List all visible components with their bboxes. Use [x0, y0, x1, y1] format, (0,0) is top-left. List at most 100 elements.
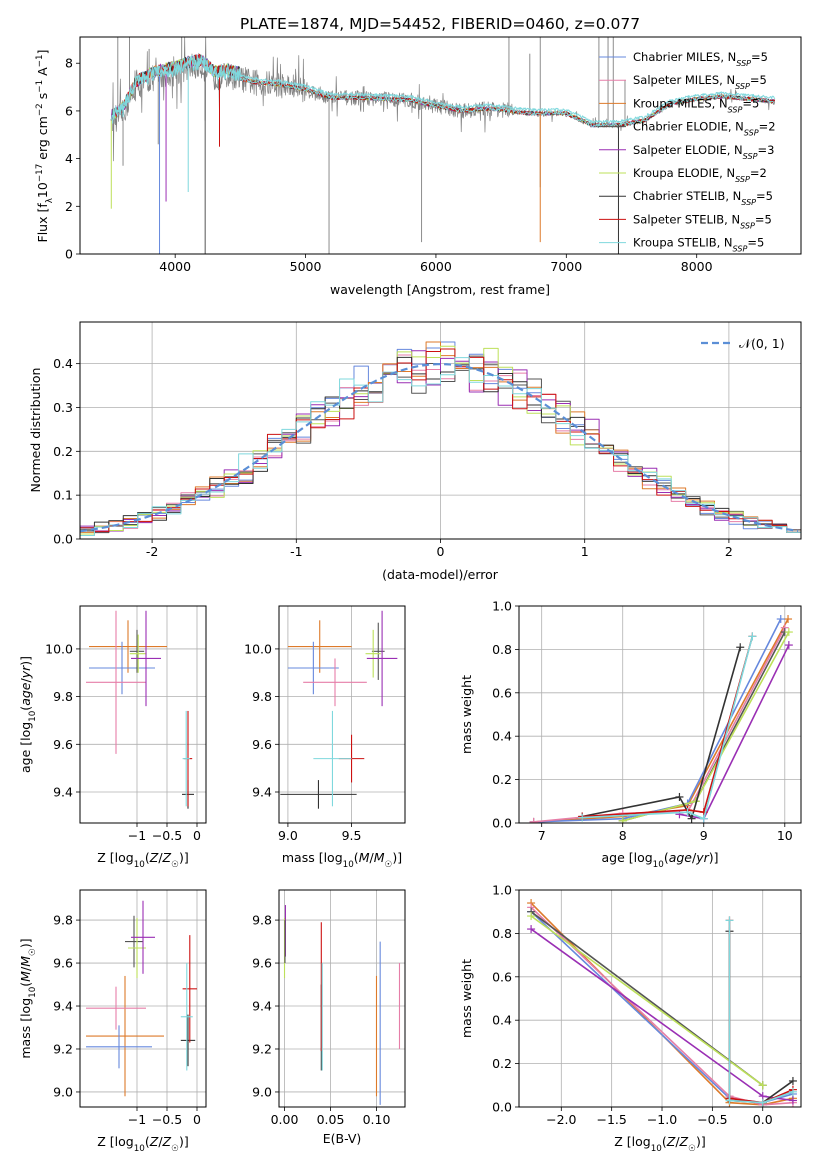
- plot-area: [529, 615, 793, 823]
- y-tick-label: 0.4: [53, 356, 73, 371]
- plot-area: [86, 900, 197, 1097]
- series-marker: [748, 632, 757, 641]
- series-marker: [529, 817, 538, 823]
- y-tick-label: 10.0: [45, 641, 73, 656]
- series-marker: [527, 912, 536, 921]
- series-marker: [788, 1076, 797, 1085]
- y-tick-label: 9.8: [53, 689, 73, 704]
- axes-frame: [278, 889, 406, 1108]
- y-tick-label: 6: [65, 103, 73, 118]
- series-line: [533, 618, 782, 823]
- series-line: [582, 636, 754, 818]
- axes-frame: [79, 889, 207, 1108]
- series-line: [622, 631, 790, 822]
- series-marker: [758, 1081, 767, 1090]
- x-tick-label: -1: [290, 544, 302, 559]
- y-tick-label: 0.0: [492, 816, 512, 831]
- histogram-step: [80, 348, 801, 533]
- x-tick-label: 9.5: [342, 828, 362, 843]
- y-tick-label: 0.2: [492, 1056, 512, 1071]
- x-tick-label: 1: [581, 544, 589, 559]
- axes: 9.0 9.5 9.4 9.6 9.8 10.0 mass [log10(M/M☉)]: [244, 605, 406, 870]
- x-tick-label: −0.5: [152, 828, 182, 843]
- y-tick-label: 2: [65, 199, 73, 214]
- x-axis-label: Z [log10(Z/Z☉)]: [97, 1134, 189, 1154]
- chart-mass-weight-vs-age: 7 8 9 10 0.0 0.2 0.4 0.6 0.8 1.0 age [log10(age/yr…: [459, 599, 802, 870]
- x-tick-label: 9.0: [278, 828, 298, 843]
- x-axis-label: wavelength [Angstrom, rest frame]: [330, 282, 550, 297]
- x-tick-label: 7000: [550, 259, 582, 274]
- axes: −1 −0.5 0 9.4 9.6 9.8 10.0 Z [log10(Z/Z☉)] age […: [18, 605, 207, 870]
- y-tick-label: 0.6: [492, 685, 512, 700]
- axes-frame: [278, 605, 406, 824]
- y-tick-label: 9.8: [252, 913, 272, 928]
- series-marker: [699, 814, 708, 823]
- series-marker: [788, 1096, 797, 1105]
- axes-frame: [79, 36, 802, 255]
- chart-mass-vs-EBV: 0.00 0.05 0.10 9.0 9.2 9.4 9.6 9.8 E(B-V): [252, 889, 406, 1146]
- x-tick-label: 5000: [290, 259, 322, 274]
- axes-frame: [518, 889, 802, 1108]
- y-tick-label: 0: [65, 247, 73, 262]
- series-line: [728, 920, 794, 1104]
- y-tick-label: 9.4: [53, 785, 73, 800]
- plot-area: [527, 899, 797, 1107]
- series-marker: [725, 1096, 734, 1105]
- x-axis-label: age [log10(age/yr)]: [601, 850, 718, 870]
- x-tick-label: 0.10: [363, 1112, 391, 1127]
- y-tick-label: 9.6: [252, 737, 272, 752]
- chart-age-vs-Z: −1 −0.5 0 9.4 9.6 9.8 10.0 Z [log10(Z/Z☉)] age […: [18, 605, 207, 870]
- x-tick-label: 8000: [681, 259, 713, 274]
- x-axis-label: Z [log10(Z/Z☉)]: [97, 850, 189, 870]
- axes: 4000 5000 6000 7000 8000 0 2 4 6 8 wavelength [Ang…: [35, 36, 802, 297]
- axes: 0.00 0.05 0.10 9.0 9.2 9.4 9.6 9.8 E(B-V): [252, 889, 406, 1146]
- legend: Chabrier MILES, NSSP=5 Salpeter MILES, NS…: [599, 50, 776, 253]
- grid-lines: [519, 605, 801, 824]
- y-tick-label: 10.0: [244, 641, 272, 656]
- axes: 7 8 9 10 0.0 0.2 0.4 0.6 0.8 1.0 age [log10(age/yr…: [459, 599, 802, 870]
- x-tick-label: 9: [700, 828, 708, 843]
- series-line: [728, 920, 794, 1104]
- chart-mass-vs-Z: −1 −0.5 0 9.0 9.2 9.4 9.6 9.8 Z [log10(Z/Z☉)] mas…: [18, 889, 207, 1154]
- legend-entry: Kroupa MILES, NSSP=5: [633, 96, 759, 114]
- y-tick-label: 9.2: [53, 1041, 73, 1056]
- y-tick-label: 4: [65, 151, 73, 166]
- legend-entry: Kroupa STELIB, NSSP=5: [633, 236, 764, 254]
- x-tick-label: 6000: [420, 259, 452, 274]
- model-spectrum-line: [112, 55, 776, 124]
- series-marker: [618, 816, 627, 823]
- grid-lines: [279, 890, 405, 1107]
- y-tick-label: 0.4: [492, 1013, 512, 1028]
- x-axis-label: E(B-V): [323, 1131, 362, 1146]
- axes: -2 -1 0 1 2 0.0 0.1 0.2 0.3 0.4 𝒩(0, 1) (data-model…: [28, 321, 802, 582]
- x-tick-label: 0: [193, 828, 201, 843]
- series-line: [530, 915, 764, 1086]
- x-tick-label: 0.00: [271, 1112, 299, 1127]
- x-tick-label: 7: [538, 828, 546, 843]
- y-tick-label: 0.3: [53, 400, 73, 415]
- x-axis-label: (data-model)/error: [382, 567, 499, 582]
- y-tick-label: 9.6: [53, 956, 73, 971]
- x-tick-label: −2.0: [546, 1112, 576, 1127]
- x-tick-label: 10: [777, 828, 793, 843]
- series-marker: [527, 925, 536, 934]
- x-tick-label: 4000: [159, 259, 191, 274]
- series-marker: [736, 643, 745, 652]
- x-tick-label: −0.5: [697, 1112, 727, 1127]
- y-tick-label: 9.2: [252, 1041, 272, 1056]
- y-tick-label: 0.8: [492, 926, 512, 941]
- chart-mass-weight-vs-Z: −2.0 −1.5 −1.0 −0.5 0.0 0.0 0.2 0.4 0.6 0.8 1.0 Z […: [459, 883, 802, 1154]
- x-tick-label: 0.0: [753, 1112, 773, 1127]
- series-marker: [675, 792, 684, 801]
- series-marker: [784, 615, 793, 624]
- series-line: [582, 636, 754, 820]
- y-tick-label: 9.4: [252, 785, 272, 800]
- plot-area: [283, 905, 401, 1105]
- y-axis-label: mass weight: [459, 959, 474, 1038]
- histogram-step: [80, 357, 801, 537]
- model-spectrum-line: [110, 54, 776, 128]
- y-axis-label: age [log10(age/yr)]: [18, 656, 38, 773]
- y-tick-label: 1.0: [492, 599, 512, 614]
- x-axis-label: Z [log10(Z/Z☉)]: [614, 1134, 706, 1154]
